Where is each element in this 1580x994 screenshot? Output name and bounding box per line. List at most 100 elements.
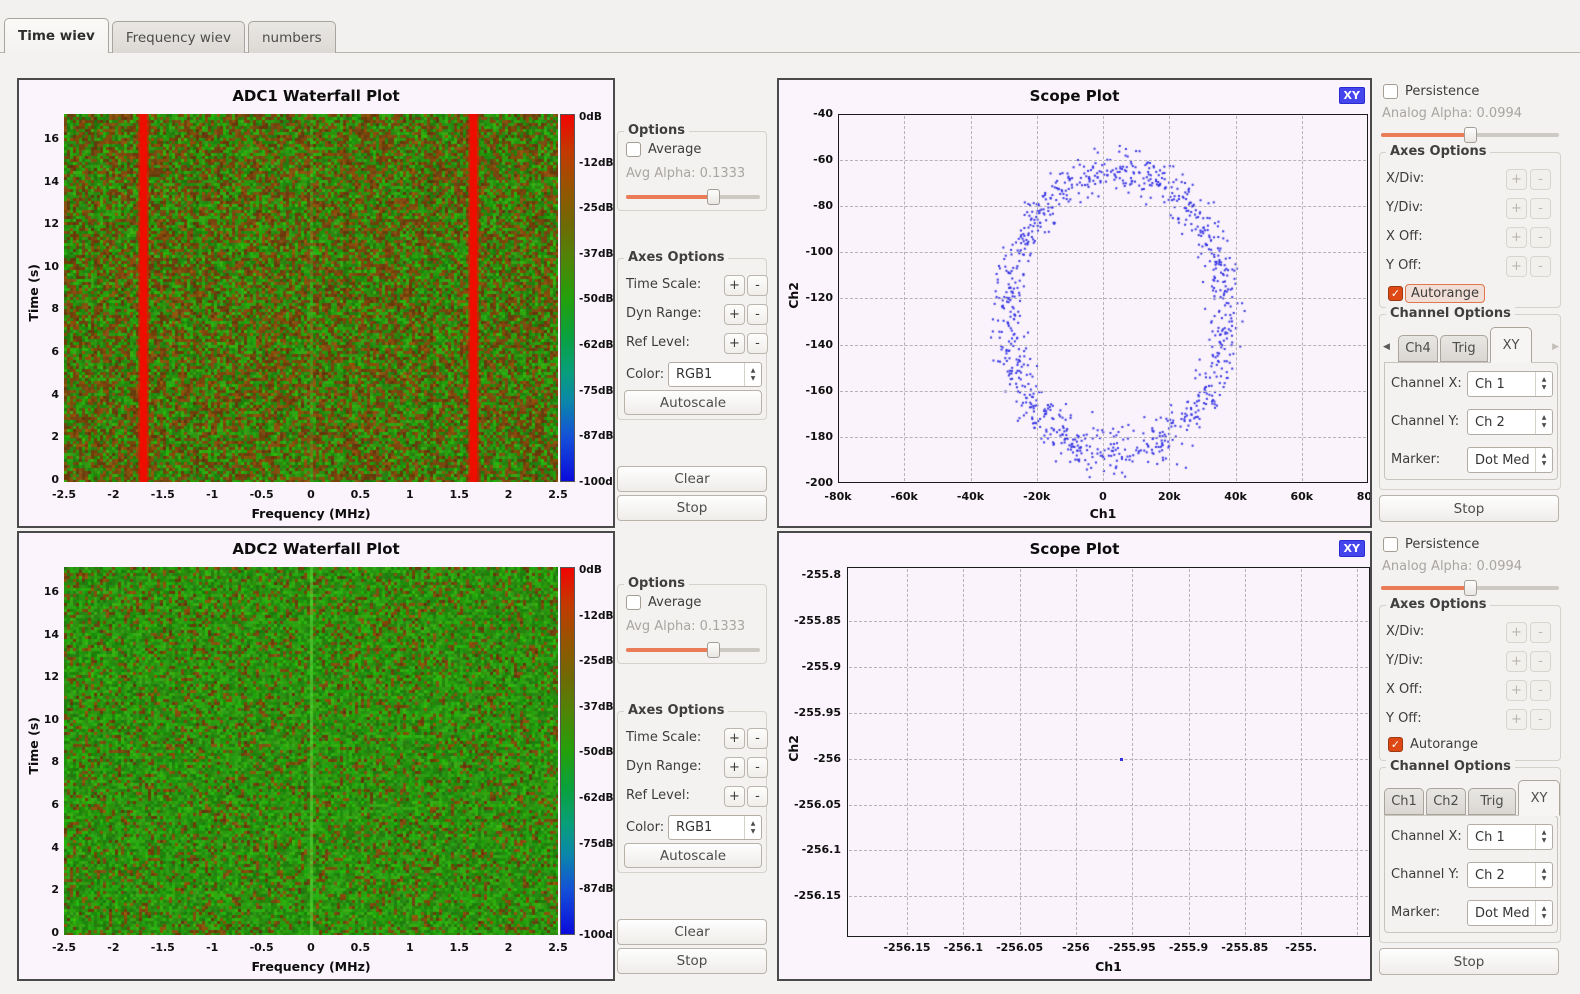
spinner-arrows-icon[interactable]: ▲ ▼: [1535, 863, 1552, 887]
axes-options-legend: Axes Options: [1386, 597, 1491, 612]
color-combobox[interactable]: RGB1 ▲ ▼: [668, 362, 762, 387]
increment-button[interactable]: +: [724, 728, 745, 749]
clear-button[interactable]: Clear: [617, 919, 767, 945]
increment-button[interactable]: +: [1506, 227, 1527, 248]
slider-track[interactable]: [626, 195, 760, 199]
increment-button[interactable]: +: [724, 786, 745, 807]
decrement-button[interactable]: -: [1530, 198, 1551, 219]
field-spinbox[interactable]: Ch 1 ▲ ▼: [1467, 824, 1553, 850]
decrement-button[interactable]: -: [1530, 622, 1551, 643]
persistence-checkbox[interactable]: [1383, 84, 1398, 99]
autoscale-button[interactable]: Autoscale: [624, 843, 762, 868]
slider-handle[interactable]: [1464, 580, 1477, 596]
autorange-label: Autorange: [1405, 284, 1485, 303]
decrement-button[interactable]: -: [747, 333, 768, 354]
channel-tab-ch4[interactable]: Ch4: [1398, 335, 1438, 362]
spinner-arrows-icon[interactable]: ▲ ▼: [1535, 901, 1552, 925]
tab-numbers[interactable]: numbers: [247, 21, 336, 53]
avg-alpha-slider[interactable]: [626, 188, 760, 206]
tab-time-wiev[interactable]: Time wiev: [4, 18, 109, 53]
stop-button[interactable]: Stop: [617, 948, 767, 974]
autoscale-button[interactable]: Autoscale: [624, 390, 762, 415]
spin-row-label: Y Off:: [1386, 711, 1422, 726]
decrement-button[interactable]: -: [1530, 169, 1551, 190]
spin-row-label: Y/Div:: [1386, 200, 1424, 215]
scroll-right-icon[interactable]: ▶: [1552, 342, 1559, 352]
check-icon: ✓: [1390, 287, 1401, 300]
increment-button[interactable]: +: [724, 333, 745, 354]
decrement-button[interactable]: -: [1530, 256, 1551, 277]
field-spinbox[interactable]: Ch 1 ▲ ▼: [1467, 371, 1553, 397]
decrement-button[interactable]: -: [747, 728, 768, 749]
spinner-arrows-icon[interactable]: ▲ ▼: [744, 363, 761, 386]
increment-button[interactable]: +: [1506, 680, 1527, 701]
decrement-button[interactable]: -: [747, 786, 768, 807]
increment-button[interactable]: +: [1506, 651, 1527, 672]
analog-alpha-slider[interactable]: [1381, 126, 1559, 144]
increment-button[interactable]: +: [1506, 709, 1527, 730]
decrement-button[interactable]: -: [747, 304, 768, 325]
slider-track[interactable]: [626, 648, 760, 652]
increment-button[interactable]: +: [724, 304, 745, 325]
avg-alpha-slider[interactable]: [626, 641, 760, 659]
channel-tab-trig[interactable]: Trig: [1440, 335, 1488, 362]
scope-plot-panel: Scope Plot XY Ch2 Ch1 -40 -60 -80 -100 -120-…: [777, 78, 1372, 528]
avg-alpha-label: Avg Alpha: 0.1333: [626, 166, 746, 181]
slider-fill: [626, 195, 716, 199]
increment-button[interactable]: +: [724, 275, 745, 296]
plot-title: Scope Plot: [1029, 87, 1120, 105]
increment-button[interactable]: +: [724, 757, 745, 778]
average-checkbox[interactable]: [626, 595, 641, 610]
decrement-button[interactable]: -: [1530, 680, 1551, 701]
tab-frequency-wiev[interactable]: Frequency wiev: [111, 21, 245, 53]
spin-row-label: Y Off:: [1386, 258, 1422, 273]
persistence-checkbox[interactable]: [1383, 537, 1398, 552]
decrement-button[interactable]: -: [1530, 651, 1551, 672]
decrement-button[interactable]: -: [747, 757, 768, 778]
xy-badge: XY: [1338, 87, 1365, 104]
channel-options-group: Channel Options Channel X: Ch 1 ▲ ▼ Channel …: [1379, 759, 1561, 943]
spinner-arrows-icon[interactable]: ▲ ▼: [1535, 825, 1552, 849]
spinner-arrows-icon[interactable]: ▲ ▼: [744, 816, 761, 839]
autorange-checkbox[interactable]: ✓: [1388, 737, 1403, 752]
field-spinbox[interactable]: Ch 2 ▲ ▼: [1467, 409, 1553, 435]
color-combobox[interactable]: RGB1 ▲ ▼: [668, 815, 762, 840]
axes-options-group: Axes Options Color: RGB1 ▲ ▼ Autoscale Ti…: [617, 250, 768, 420]
spinner-arrows-icon[interactable]: ▲ ▼: [1535, 410, 1552, 434]
average-label: Average: [648, 142, 702, 157]
field-spinbox[interactable]: Dot Med ▲ ▼: [1467, 447, 1553, 473]
spinner-arrows-icon[interactable]: ▲ ▼: [1535, 448, 1552, 472]
decrement-button[interactable]: -: [1530, 709, 1551, 730]
decrement-button[interactable]: -: [1530, 227, 1551, 248]
field-spinbox[interactable]: Dot Med ▲ ▼: [1467, 900, 1553, 926]
decrement-button[interactable]: -: [747, 275, 768, 296]
scroll-left-icon[interactable]: ◀: [1383, 342, 1390, 352]
field-spinbox[interactable]: Ch 2 ▲ ▼: [1467, 862, 1553, 888]
increment-button[interactable]: +: [1506, 622, 1527, 643]
channel-tab-ch1[interactable]: Ch1: [1384, 788, 1424, 815]
increment-button[interactable]: +: [1506, 198, 1527, 219]
channel-tab-trig[interactable]: Trig: [1468, 788, 1516, 815]
channel-tab-ch2[interactable]: Ch2: [1426, 788, 1466, 815]
average-checkbox[interactable]: [626, 142, 641, 157]
slider-handle[interactable]: [707, 642, 720, 658]
clear-button[interactable]: Clear: [617, 466, 767, 492]
spinner-arrows-icon[interactable]: ▲ ▼: [1535, 372, 1552, 396]
color-label: Color:: [626, 367, 665, 382]
analog-alpha-slider[interactable]: [1381, 579, 1559, 597]
stop-button[interactable]: Stop: [617, 495, 767, 521]
stop-button[interactable]: Stop: [1379, 948, 1559, 975]
increment-button[interactable]: +: [1506, 256, 1527, 277]
increment-button[interactable]: +: [1506, 169, 1527, 190]
autorange-checkbox[interactable]: ✓: [1388, 286, 1403, 301]
slider-handle[interactable]: [1464, 127, 1477, 143]
channel-tab-xy[interactable]: XY: [1518, 780, 1560, 816]
spin-row-label: Y/Div:: [1386, 653, 1424, 668]
channel-tab-xy[interactable]: XY: [1490, 327, 1532, 363]
color-label: Color:: [626, 820, 665, 835]
waterfall-options-panel: Options Average Avg Alpha: 0.1333 Axes O…: [617, 531, 771, 981]
stop-button[interactable]: Stop: [1379, 495, 1559, 522]
slider-handle[interactable]: [707, 189, 720, 205]
spin-row-label: Ref Level:: [626, 788, 690, 803]
analog-alpha-label: Analog Alpha: 0.0994: [1382, 559, 1523, 574]
